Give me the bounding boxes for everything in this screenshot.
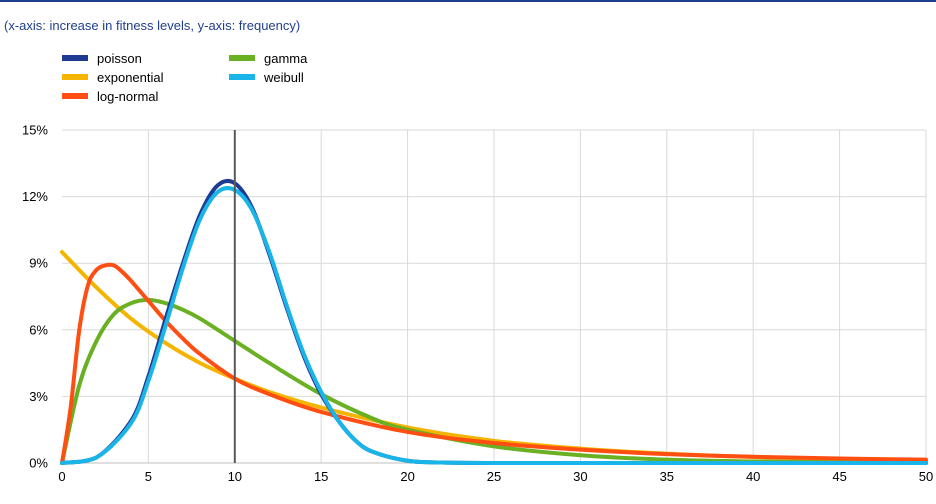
y-tick-label: 3%	[29, 389, 48, 404]
x-tick-label: 20	[400, 469, 414, 484]
series-line-gamma	[60, 297, 928, 465]
legend-label: poisson	[97, 50, 142, 66]
legend-label: gamma	[264, 50, 308, 66]
legend-label: log-normal	[97, 88, 159, 104]
x-tick-label: 35	[660, 469, 674, 484]
legend-item-exponential: exponential	[62, 69, 164, 85]
legend-item-gamma: gamma	[229, 50, 307, 66]
series-line-weibull	[60, 186, 928, 466]
y-tick-label: 0%	[29, 456, 48, 471]
x-tick-label: 45	[832, 469, 846, 484]
x-tick-label: 30	[573, 469, 587, 484]
x-tick-label: 0	[58, 469, 65, 484]
legend-item-weibull: weibull	[229, 69, 304, 85]
series-line-log-normal	[60, 262, 928, 465]
y-tick-label: 9%	[29, 256, 48, 271]
x-tick-label: 10	[228, 469, 242, 484]
top-rule	[0, 0, 936, 2]
x-tick-label: 50	[919, 469, 933, 484]
legend-item-poisson: poisson	[62, 50, 142, 66]
x-tick-label: 25	[487, 469, 501, 484]
legend-swatch	[62, 74, 88, 80]
legend-label: exponential	[97, 69, 164, 85]
legend-swatch	[62, 93, 88, 99]
legend-swatch	[229, 55, 255, 61]
x-tick-label: 40	[746, 469, 760, 484]
legend-swatch	[229, 74, 255, 80]
y-tick-label: 12%	[22, 189, 48, 204]
x-tick-label: 15	[314, 469, 328, 484]
legend-label: weibull	[264, 69, 304, 85]
legend-item-log-normal: log-normal	[62, 88, 158, 104]
chart-subtitle: (x-axis: increase in fitness levels, y-a…	[4, 18, 301, 33]
y-tick-label: 6%	[29, 322, 48, 337]
legend-swatch	[62, 55, 88, 61]
x-tick-label: 5	[145, 469, 152, 484]
y-tick-label: 15%	[22, 123, 48, 138]
